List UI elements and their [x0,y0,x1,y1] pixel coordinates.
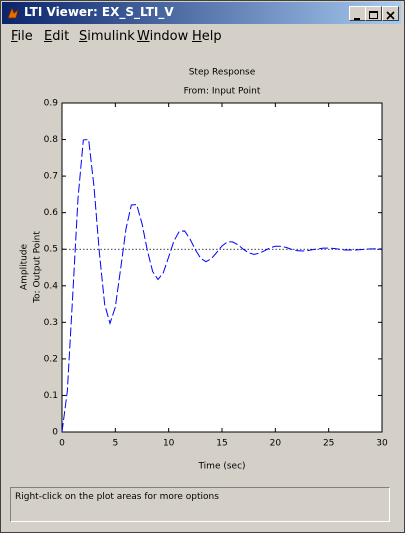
x-tick-label: 20 [270,439,282,449]
minimize-icon [354,18,360,20]
y-tick-label: 0.3 [44,318,58,328]
plot-area[interactable] [61,102,383,433]
status-text: Right-click on the plot areas for more o… [15,492,219,502]
x-tick-label: 25 [323,439,334,449]
y-tick-label: 0.2 [44,354,58,364]
x-tick-label: 0 [59,439,65,449]
chart-title: Step Response [189,68,256,78]
response-line [61,139,382,433]
y-tick-label: 0.4 [44,281,59,291]
x-tick-label: 5 [112,439,118,449]
close-icon [386,11,395,20]
menu-item[interactable]: Simulink [79,29,135,44]
x-tick-label: 15 [216,439,227,449]
y-tick-label: 0.5 [44,245,58,255]
title-bar: LTI Viewer: EX_S_LTI_V [2,2,401,24]
maximize-button[interactable] [365,6,382,21]
maximize-icon [369,11,378,19]
menu-bar: File Edit Simulink Window Help [2,26,401,48]
y-tick-label: 0 [52,428,58,438]
y-axis-label: Amplitude [20,243,30,290]
y-tick-label: 0.1 [44,391,58,401]
window-title: LTI Viewer: EX_S_LTI_V [24,5,174,19]
status-bar: Right-click on the plot areas for more o… [10,487,390,522]
app-icon [7,6,19,19]
chart-subtitle: From: Input Point [184,87,261,97]
y-tick-label: 0.8 [44,135,59,145]
menu-item[interactable]: Window [137,29,189,44]
menu-item[interactable]: Edit [44,29,70,44]
y-tick-label: 0.7 [44,172,58,182]
y-axis-label-output: To: Output Point [33,231,43,304]
x-tick-label: 10 [163,439,175,449]
menu-item[interactable]: Help [192,29,222,44]
close-button[interactable] [382,6,399,21]
y-tick-label: 0.6 [44,208,59,218]
x-axis-label: Time (sec) [197,462,245,472]
menu-item[interactable]: File [11,29,33,44]
chart[interactable]: Step Response From: Input Point Time (se… [0,0,405,480]
x-tick-label: 30 [376,439,388,449]
y-tick-label: 0.9 [44,99,59,109]
